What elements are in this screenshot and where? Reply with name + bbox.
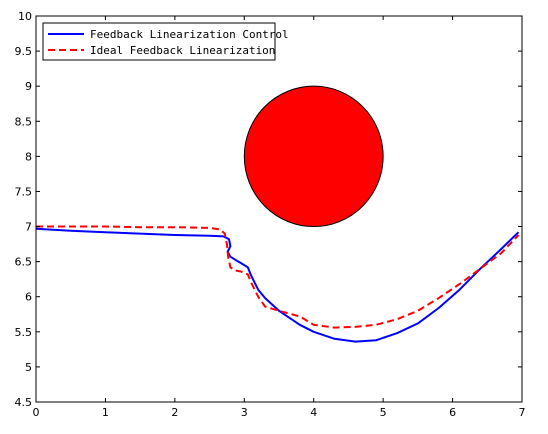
series-line-feedback <box>35 227 520 343</box>
legend-label-ideal: Ideal Feedback Linearization <box>90 44 275 57</box>
x-tick-label: 7 <box>519 406 526 419</box>
x-tick-label: 0 <box>33 406 40 419</box>
legend: Feedback Linearization Control Ideal Fee… <box>42 22 289 61</box>
obstacle-circle <box>243 85 384 228</box>
y-tick-label: 7 <box>25 221 32 234</box>
y-tick-label: 8.5 <box>15 115 33 128</box>
legend-box <box>42 22 276 61</box>
x-tick-label: 5 <box>380 406 387 419</box>
x-tick-label: 2 <box>171 406 178 419</box>
x-tick-label: 3 <box>241 406 248 419</box>
y-tick-label: 6.5 <box>15 256 33 269</box>
y-tick-label: 9.5 <box>15 45 33 58</box>
y-tick-label: 10 <box>18 10 32 23</box>
y-tick-label: 9 <box>25 80 32 93</box>
series-layer <box>35 225 520 343</box>
y-tick-label: 7.5 <box>15 185 33 198</box>
y-tick-label: 4.5 <box>15 396 33 409</box>
x-tick-label: 6 <box>449 406 456 419</box>
axis-ticks: 0 1 2 3 4 5 6 7 4.5 5 5.5 6 6.5 7 7.5 8 8.5 9 9.5 10 <box>15 10 526 419</box>
y-tick-label: 5 <box>25 361 32 374</box>
y-tick-label: 6 <box>25 291 32 304</box>
plot-frame <box>35 15 523 403</box>
y-tick-label: 8 <box>25 150 32 163</box>
x-tick-label: 4 <box>310 406 317 419</box>
obstacle-layer <box>243 85 384 228</box>
y-tick-label: 5.5 <box>15 326 33 339</box>
legend-label-feedback: Feedback Linearization Control <box>90 28 289 41</box>
series-line-ideal <box>36 225 520 329</box>
x-tick-label: 1 <box>102 406 109 419</box>
